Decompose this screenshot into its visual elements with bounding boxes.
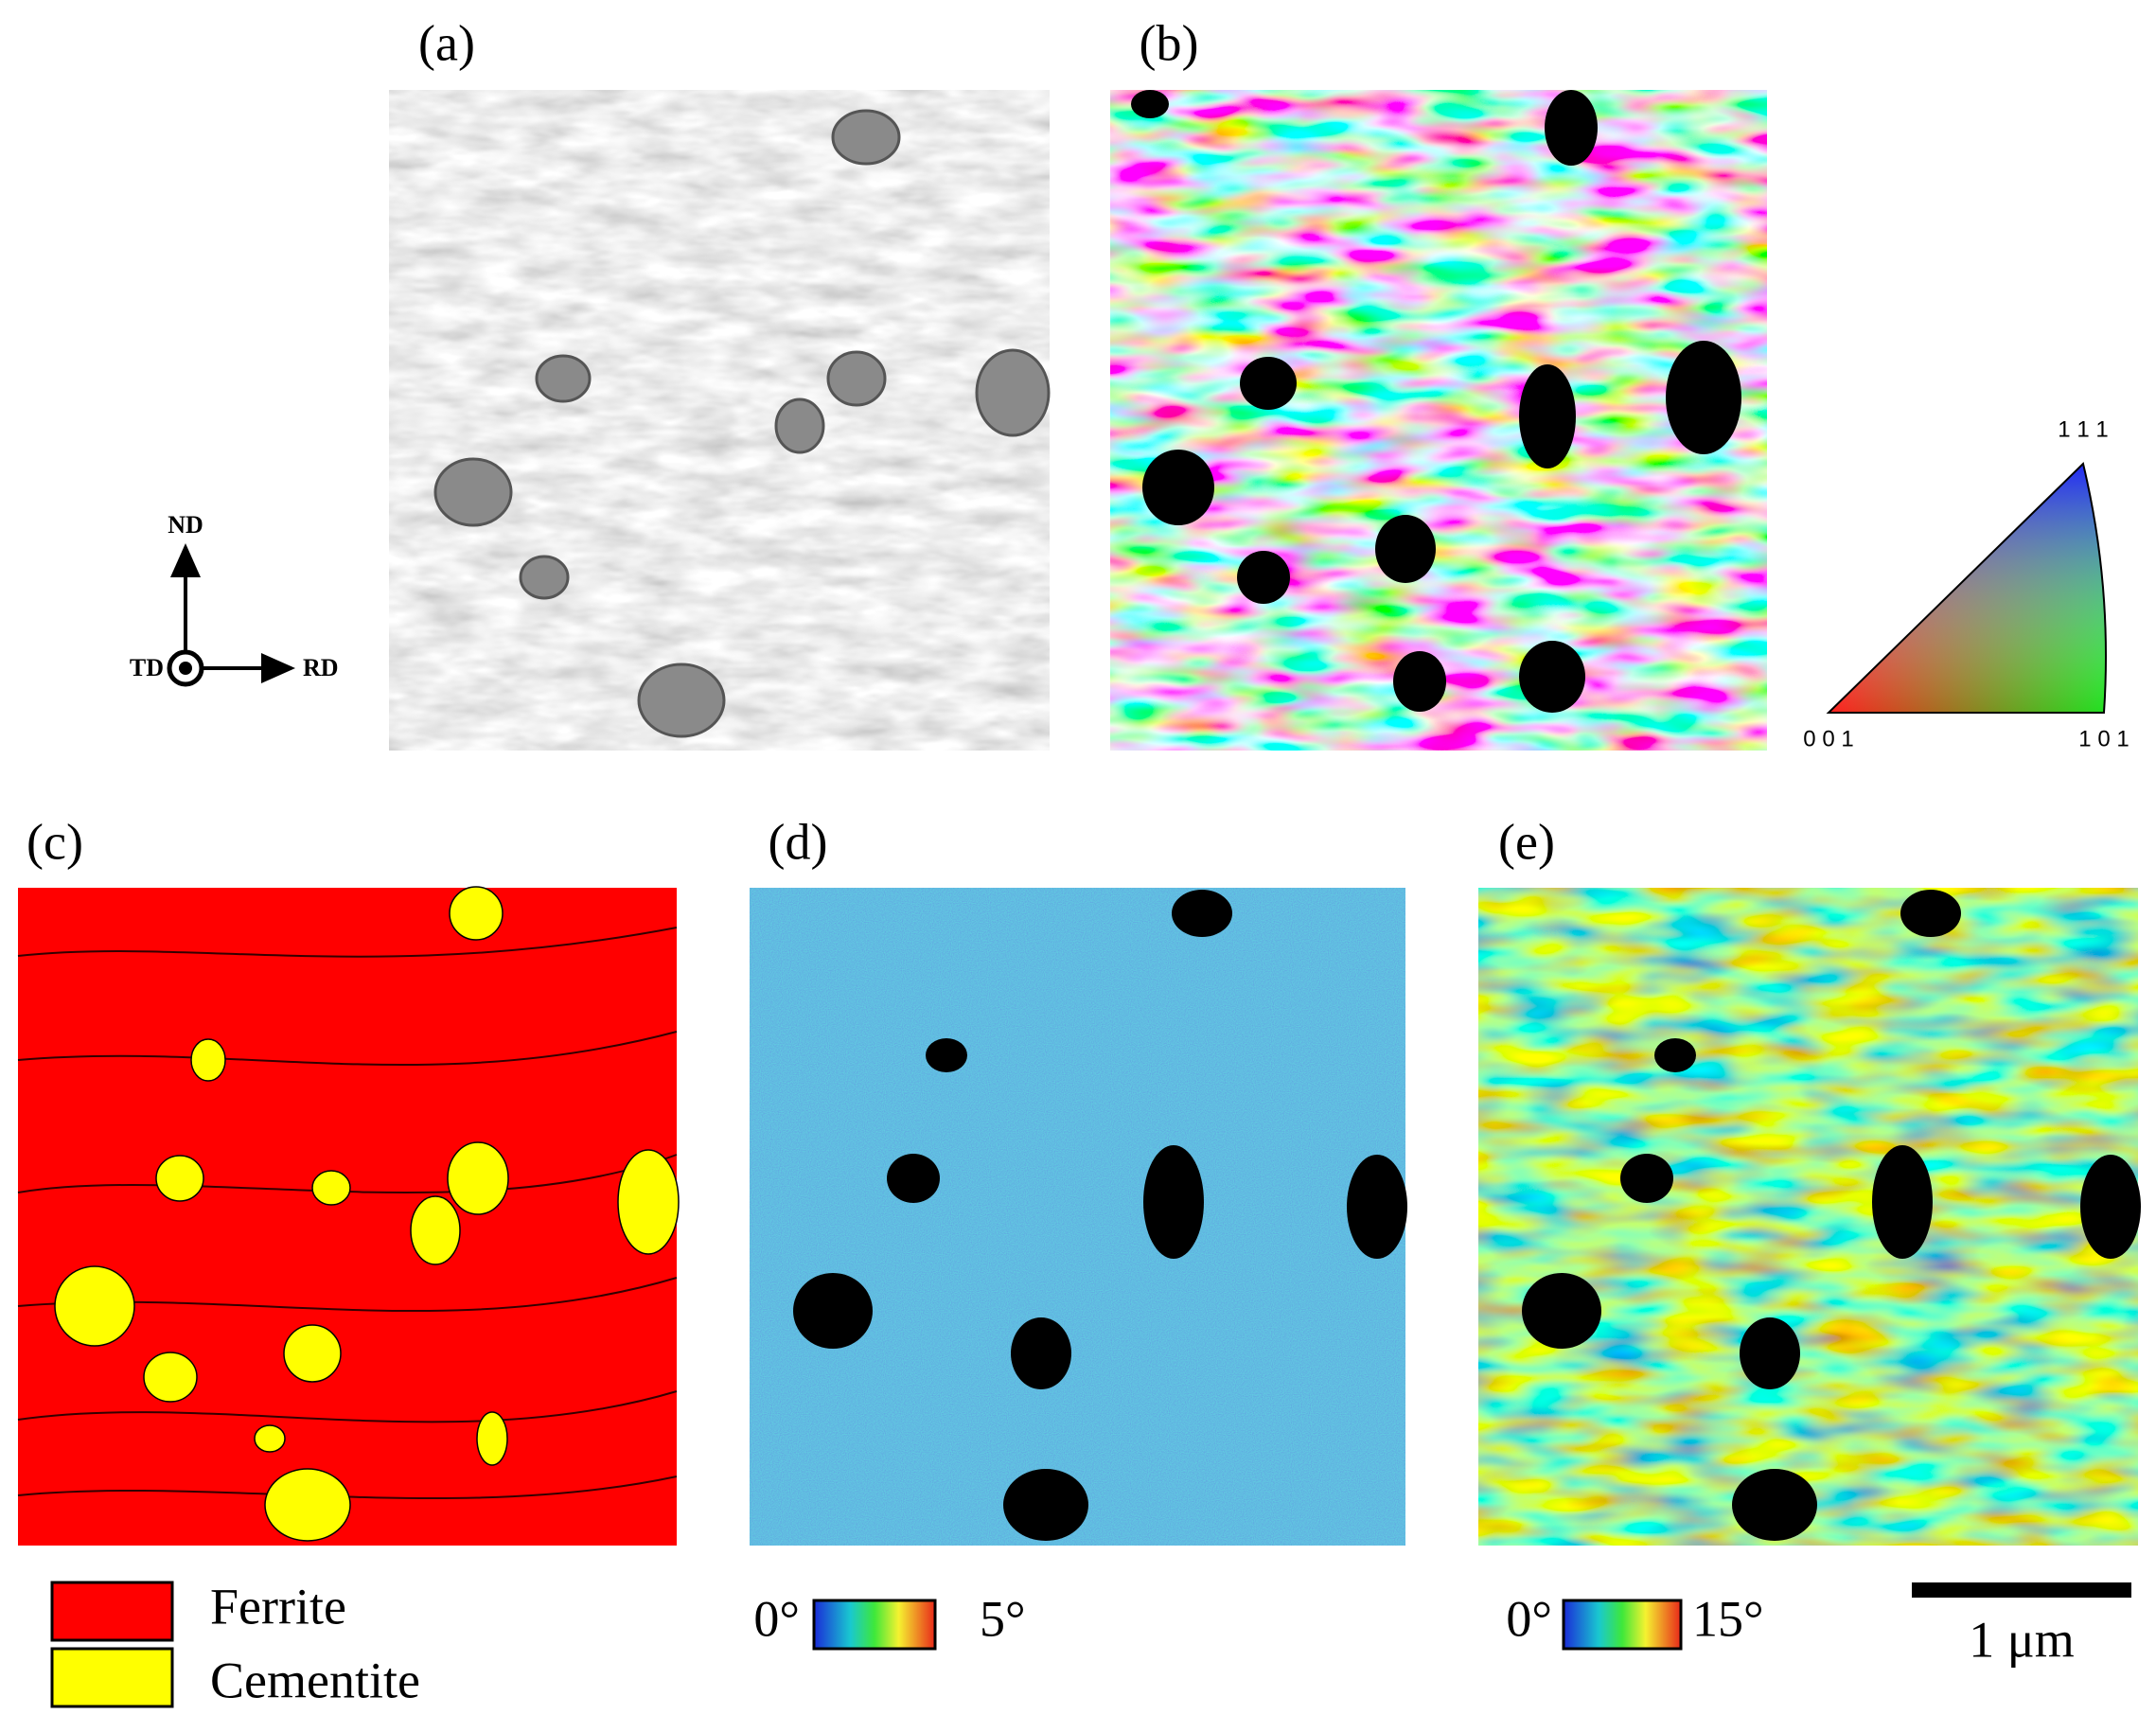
- scale-bar: [1912, 1582, 2131, 1598]
- ipf-label: 0 0 1: [1803, 726, 1853, 751]
- panel-label: (d): [769, 813, 828, 870]
- axis-label: ND: [168, 511, 203, 539]
- colorbar-label: 15°: [1692, 1590, 1764, 1647]
- axis-label: TD: [130, 654, 164, 681]
- colorbar: [1562, 1599, 1683, 1651]
- ipf-key: 0 0 1 1 0 1 1 1 1: [1803, 416, 2129, 751]
- panel-label: (e): [1498, 813, 1555, 870]
- colorbar-label: 5°: [980, 1590, 1026, 1647]
- legend-label: Ferrite: [210, 1578, 346, 1635]
- orientation-axes: ND RD TD: [130, 511, 339, 687]
- colorbar-label: 0°: [753, 1590, 800, 1647]
- ipf-label: 1 0 1: [2078, 726, 2129, 751]
- ipf-label: 1 1 1: [2058, 416, 2108, 442]
- legend-swatch: [50, 1647, 174, 1708]
- legend-label: Cementite: [210, 1652, 420, 1708]
- colorbar: [812, 1599, 937, 1651]
- kam-map: [750, 888, 1407, 1546]
- legend-swatch: [50, 1581, 174, 1642]
- panel-label: (b): [1140, 14, 1199, 71]
- scale-bar-label: 1 μm: [1969, 1611, 2074, 1668]
- grod-map: [1478, 888, 2141, 1546]
- colorbar-label: 0°: [1506, 1590, 1552, 1647]
- sem-image: [389, 90, 1051, 751]
- panel-label: (a): [418, 14, 475, 71]
- phase-map: [17, 886, 680, 1546]
- axis-label: RD: [303, 654, 339, 681]
- panel-label: (c): [27, 813, 83, 870]
- ipf-map: [1110, 90, 1767, 751]
